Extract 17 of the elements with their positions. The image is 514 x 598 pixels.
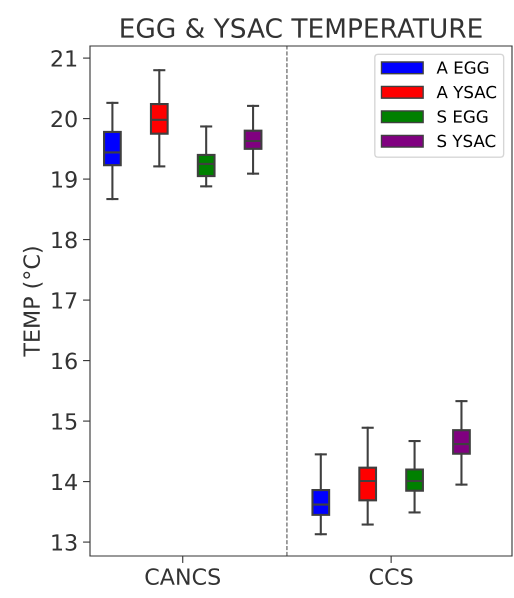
y-tick-label: 21: [52, 50, 76, 67]
legend-label: A EGG: [436, 61, 488, 74]
y-tick-label: 13: [52, 534, 76, 551]
legend-label: A YSAC: [436, 86, 496, 98]
y-tick-label: 15: [52, 413, 76, 430]
y-tick-label: 16: [52, 352, 77, 370]
legend-label: S YSAC: [438, 134, 496, 148]
x-tick-label: CANCS: [146, 568, 220, 586]
y-tick-label: 19: [52, 171, 77, 188]
legend-label: S EGG: [438, 110, 488, 123]
y-tick-label: 18: [52, 232, 77, 248]
chart-title: EGG & YSAC TEMPERATURE: [121, 18, 482, 38]
y-axis-title: TEMP (°C): [22, 247, 43, 357]
y-tick-label: 20: [52, 110, 77, 128]
y-tick-label: 17: [52, 292, 76, 309]
x-tick-label: CCS: [370, 568, 412, 586]
y-tick-label: 14: [52, 474, 77, 490]
